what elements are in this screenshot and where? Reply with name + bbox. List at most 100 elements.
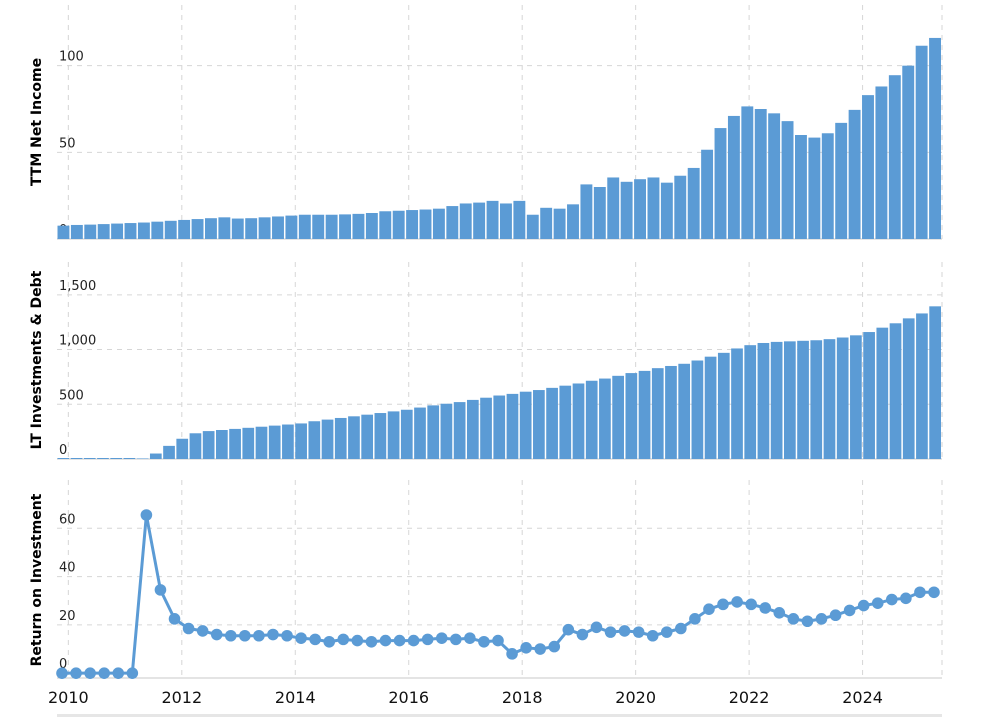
bar xyxy=(714,128,727,239)
bar xyxy=(189,433,202,459)
bar xyxy=(325,214,338,239)
bar xyxy=(440,403,453,459)
bar xyxy=(607,177,620,239)
bar xyxy=(585,380,598,459)
roi-point xyxy=(717,598,729,611)
bar xyxy=(553,208,566,239)
roi-point xyxy=(196,625,209,637)
roi-point xyxy=(604,626,617,638)
bar xyxy=(768,113,781,239)
bar xyxy=(599,378,611,459)
lt-investments-debt-panel: 0 500 1,000 1,500 LT Investments & Debt xyxy=(29,262,943,460)
bar xyxy=(593,187,606,239)
bar xyxy=(97,458,109,459)
roi-point xyxy=(365,635,378,648)
x-tick-label: 2018 xyxy=(502,688,543,707)
bar xyxy=(888,75,901,239)
bar xyxy=(57,458,70,459)
roi-point xyxy=(843,604,856,617)
bar xyxy=(229,428,241,459)
bar xyxy=(151,221,164,239)
bar xyxy=(902,65,915,240)
return-on-investment-panel: 0 20 40 60 Return on Investment xyxy=(29,480,943,679)
bar xyxy=(400,409,413,459)
bar xyxy=(205,218,217,239)
roi-point xyxy=(224,629,237,642)
bar xyxy=(783,341,796,459)
bar xyxy=(295,423,307,459)
bar xyxy=(83,458,96,459)
bar xyxy=(480,397,492,459)
bar xyxy=(754,109,767,239)
roi-point xyxy=(787,613,800,625)
y-tick-label: 40 xyxy=(59,561,76,576)
bar xyxy=(823,339,836,459)
bar xyxy=(406,210,419,239)
bar xyxy=(651,368,664,459)
roi-point xyxy=(253,629,265,642)
bar xyxy=(533,390,545,459)
roi-point xyxy=(295,632,307,644)
roi-point xyxy=(450,633,462,646)
bar xyxy=(379,211,392,239)
bar xyxy=(902,318,915,459)
bar xyxy=(361,414,374,459)
scroll-track xyxy=(57,714,942,717)
bar xyxy=(352,213,365,239)
bar xyxy=(231,218,244,239)
roi-point xyxy=(309,633,321,646)
bar xyxy=(321,419,334,459)
roi-point xyxy=(323,635,336,648)
bar xyxy=(334,417,347,459)
bar xyxy=(678,363,691,459)
bar xyxy=(916,313,928,459)
bar xyxy=(863,332,875,459)
roi-point xyxy=(914,586,926,599)
bar xyxy=(875,86,888,239)
bar xyxy=(674,175,687,239)
bar xyxy=(691,360,704,459)
roi-point xyxy=(773,607,786,619)
roi-point xyxy=(689,613,701,625)
bar xyxy=(245,218,258,239)
bar xyxy=(111,223,124,239)
bar xyxy=(506,393,519,459)
roi-point xyxy=(675,622,687,635)
bar xyxy=(634,179,646,239)
bar xyxy=(781,121,794,239)
bar xyxy=(84,224,97,239)
bar xyxy=(124,223,137,239)
bar xyxy=(432,208,445,239)
bar xyxy=(850,335,862,459)
bar xyxy=(272,216,284,239)
bar xyxy=(797,340,809,459)
bar xyxy=(365,213,378,239)
roi-series-line xyxy=(62,513,934,675)
bar xyxy=(473,202,486,239)
bar xyxy=(500,203,512,239)
bar xyxy=(757,342,770,459)
roi-point xyxy=(70,667,82,679)
bar xyxy=(929,37,941,239)
bar xyxy=(526,214,539,239)
bar xyxy=(427,405,440,459)
bar xyxy=(70,224,83,239)
roi-point xyxy=(900,592,912,605)
roi-point xyxy=(393,634,406,647)
roi-point xyxy=(632,626,645,638)
roi-point xyxy=(98,667,110,679)
roi-point xyxy=(435,632,448,644)
bar xyxy=(744,345,757,459)
net-income-panel: 050100TTM Net Income xyxy=(29,5,943,240)
bar xyxy=(862,95,874,239)
bar xyxy=(453,402,466,459)
roi-point xyxy=(407,634,420,647)
x-axis: 2010 2012 2014 2016 2018 2020 2022 2024 xyxy=(48,688,883,707)
bar xyxy=(97,224,110,239)
roi-point xyxy=(351,634,364,647)
y-tick-label: 60 xyxy=(59,512,76,527)
y-tick-label: 50 xyxy=(59,136,76,151)
bar xyxy=(559,385,572,459)
roi-point xyxy=(759,602,772,614)
